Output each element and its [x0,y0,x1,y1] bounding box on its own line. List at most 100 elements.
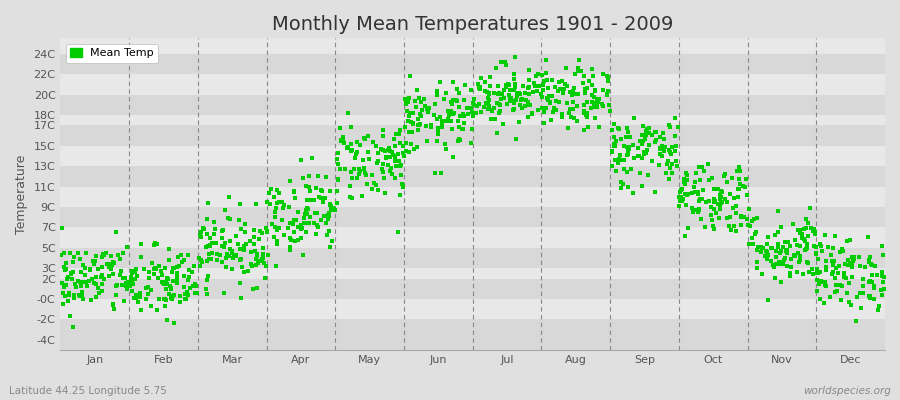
Point [388,142,402,149]
Point [406,120,420,127]
Point [440,116,454,122]
Point [502,82,517,88]
Point [297,215,311,222]
Point [508,80,522,87]
Point [140,291,155,297]
Point [863,254,878,260]
Point [539,57,554,64]
Point [867,295,881,302]
Point [378,154,392,161]
Y-axis label: Temperature: Temperature [15,154,28,234]
Point [790,242,805,248]
Point [374,166,389,172]
Point [252,236,266,242]
Point [464,105,478,112]
Point [361,133,375,140]
Point [853,305,868,311]
Point [155,279,169,285]
Point [692,164,706,170]
Point [288,238,302,244]
Point [564,106,579,112]
Point [836,270,850,276]
Point [283,178,297,184]
Bar [60,115,885,125]
Point [293,222,308,228]
Point [164,284,178,291]
Point [876,243,890,249]
Point [253,228,267,234]
Point [508,84,523,91]
Point [558,81,572,87]
Point [605,162,619,169]
Point [329,188,344,195]
Point [754,244,769,251]
Point [522,76,536,83]
Point [706,198,721,205]
Point [305,155,320,162]
Point [764,258,778,264]
Point [119,280,133,286]
Point [771,241,786,248]
Point [148,265,162,272]
Point [809,250,824,256]
Point [844,262,859,268]
Point [270,241,284,247]
Point [640,147,654,153]
Point [270,200,284,206]
Point [218,207,232,214]
Point [849,318,863,324]
Point [337,140,351,147]
Point [537,108,552,115]
Point [310,222,324,228]
Point [299,206,313,213]
Point [97,276,112,282]
Point [738,184,752,191]
Point [479,100,493,106]
Point [270,226,284,233]
Point [89,253,104,260]
Point [233,201,248,208]
Point [482,95,496,101]
Point [327,206,341,212]
Point [350,139,365,145]
Point [445,126,459,132]
Point [692,206,706,212]
Point [238,221,253,227]
Point [289,216,303,223]
Point [482,90,496,97]
Point [396,184,410,190]
Point [788,253,802,259]
Point [76,262,90,268]
Bar [60,340,885,350]
Point [460,105,474,111]
Point [410,122,425,128]
Point [834,246,849,252]
Point [239,240,254,247]
Point [662,176,676,182]
Point [589,115,603,121]
Point [94,281,109,288]
Point [399,101,413,107]
Point [132,294,147,300]
Point [505,98,519,104]
Point [487,105,501,112]
Point [200,230,214,237]
Point [587,100,601,107]
Point [779,247,794,254]
Point [260,199,274,206]
Point [672,202,687,209]
Point [520,113,535,120]
Point [240,267,255,274]
Point [404,140,419,147]
Point [121,279,135,286]
Point [706,198,721,204]
Point [302,184,317,190]
Point [89,274,104,280]
Point [165,295,179,301]
Point [621,128,635,135]
Point [371,187,385,194]
Point [776,260,790,267]
Point [395,181,410,187]
Point [542,93,556,99]
Point [161,275,176,282]
